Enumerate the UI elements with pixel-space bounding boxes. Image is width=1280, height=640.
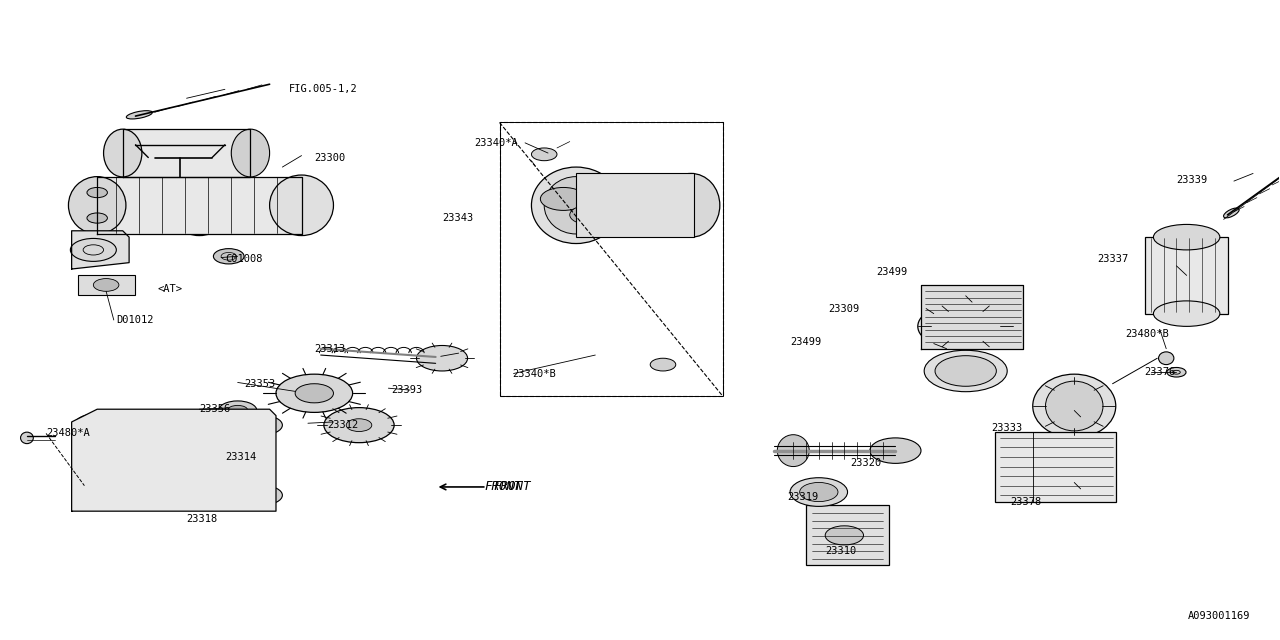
Text: 23319: 23319 [787,492,818,502]
Ellipse shape [1158,352,1174,365]
Circle shape [74,413,120,436]
Ellipse shape [127,111,152,119]
FancyBboxPatch shape [1144,237,1228,314]
Ellipse shape [790,477,847,506]
Text: 23356: 23356 [200,404,230,414]
Ellipse shape [918,303,1014,350]
Ellipse shape [68,177,125,234]
Circle shape [531,148,557,161]
Ellipse shape [544,177,608,234]
Text: <AT>: <AT> [157,284,182,294]
Ellipse shape [219,401,257,420]
Circle shape [93,278,119,291]
Circle shape [346,419,371,431]
FancyBboxPatch shape [806,505,890,565]
Ellipse shape [232,129,270,177]
Text: 23499: 23499 [877,268,908,277]
Polygon shape [72,231,129,269]
Circle shape [540,188,586,211]
Ellipse shape [1033,374,1116,438]
Ellipse shape [934,356,996,387]
Text: 23499: 23499 [791,337,822,348]
Ellipse shape [1167,367,1187,377]
Text: 23393: 23393 [390,385,422,395]
Polygon shape [123,129,251,177]
FancyBboxPatch shape [995,431,1116,502]
FancyBboxPatch shape [78,275,136,294]
Circle shape [74,484,120,507]
Text: 23312: 23312 [328,420,358,430]
Circle shape [87,213,108,223]
Text: 23340*B: 23340*B [512,369,556,379]
Text: 23314: 23314 [225,452,256,462]
Text: 23480*A: 23480*A [46,428,90,438]
Text: 23339: 23339 [1176,175,1208,185]
Ellipse shape [1046,381,1103,431]
Ellipse shape [145,428,228,492]
Circle shape [244,486,283,505]
Text: 23320: 23320 [851,458,882,468]
Polygon shape [922,285,1023,349]
Text: 23340*A: 23340*A [474,138,517,148]
Bar [499,122,723,396]
Ellipse shape [276,374,352,412]
Text: 23309: 23309 [828,303,859,314]
Text: C01008: C01008 [225,255,262,264]
Ellipse shape [924,350,1007,392]
Text: D01012: D01012 [116,315,154,325]
Text: 23343: 23343 [442,213,474,223]
Text: 23376: 23376 [1144,367,1176,377]
Ellipse shape [104,129,142,177]
Ellipse shape [270,175,334,236]
Polygon shape [97,177,302,234]
Ellipse shape [662,173,719,237]
Text: 23313: 23313 [315,344,346,354]
Circle shape [296,384,334,403]
Ellipse shape [777,435,809,467]
Ellipse shape [20,432,33,444]
Ellipse shape [1153,301,1220,326]
Circle shape [214,248,244,264]
Ellipse shape [234,449,266,465]
Text: 23300: 23300 [315,152,346,163]
Text: 23318: 23318 [187,514,218,524]
Ellipse shape [324,408,394,443]
Text: 23378: 23378 [1010,497,1042,507]
Ellipse shape [168,175,232,236]
Text: FRONT: FRONT [484,481,522,493]
Text: 23337: 23337 [1097,255,1129,264]
Text: 23333: 23333 [991,423,1023,433]
Text: A093001169: A093001169 [1188,611,1251,621]
Circle shape [650,358,676,371]
Ellipse shape [800,483,838,502]
Ellipse shape [826,526,864,545]
Text: FRONT: FRONT [493,481,531,493]
Circle shape [87,188,108,198]
Text: 23353: 23353 [244,379,275,388]
Ellipse shape [931,309,1001,344]
Text: 23480*B: 23480*B [1125,329,1169,339]
Text: 23310: 23310 [826,546,856,556]
Ellipse shape [132,419,241,502]
Circle shape [570,205,608,225]
Ellipse shape [416,346,467,371]
FancyBboxPatch shape [576,173,694,237]
Ellipse shape [1224,208,1239,218]
Circle shape [244,415,283,435]
Text: FIG.005-1,2: FIG.005-1,2 [289,84,357,94]
Ellipse shape [870,438,922,463]
Polygon shape [72,409,276,511]
Ellipse shape [531,167,621,244]
Ellipse shape [1153,225,1220,250]
Circle shape [70,239,116,261]
Circle shape [228,405,248,415]
